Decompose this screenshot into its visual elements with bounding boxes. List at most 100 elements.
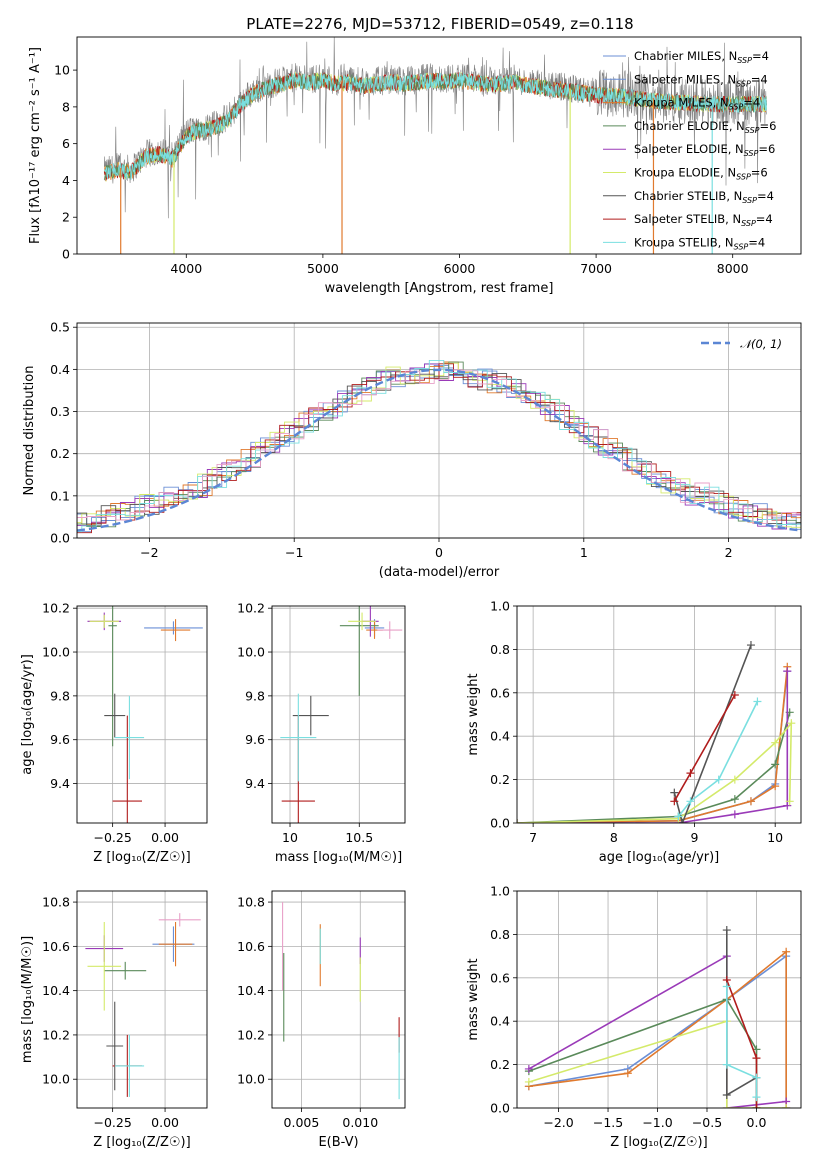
tick-label-y: 2 [62, 210, 70, 225]
tick-label-y: 0.4 [490, 729, 510, 744]
tick-label-x: 7 [529, 830, 537, 845]
tick-label-y: 0.3 [50, 404, 70, 419]
tick-label-x: 0.00 [151, 830, 179, 845]
mass-weight-marker [674, 812, 683, 821]
mass-weight-line [677, 701, 759, 817]
legend-entry-sub: SSP [744, 149, 759, 158]
tick-label-x: −0.25 [93, 830, 131, 845]
panel-massweight-vs-age: 7 8 9 10 0.0 0.2 0.4 0.6 0.8 1.0 age [log₁₀(age/yr… [466, 599, 802, 865]
tick-label-y: 9.4 [245, 776, 265, 791]
legend-entry-text: Chabrier ELODIE, N [634, 119, 745, 133]
plot-area [282, 902, 400, 1100]
x-axis-label: Z [log₁₀(Z/Z☉)] [93, 1135, 190, 1150]
y-axis-label: Normed distribution [22, 366, 37, 496]
tick-label-y: 0.0 [490, 1101, 510, 1116]
tick-label-y: 0.2 [490, 1057, 510, 1072]
axes-frame [76, 36, 802, 255]
mass-weight-marker [730, 775, 739, 784]
panel-age-vs-mass: 10 10.5 9.4 9.6 9.8 10.0 10.2 mass [log₁₀(M/M☉)… [237, 601, 406, 865]
axes-frame [76, 890, 208, 1109]
legend-entry-tail: =6 [751, 166, 768, 180]
legend-entry-text: Kroupa STELIB, N [634, 235, 734, 249]
y-axis-label: mass weight [466, 958, 481, 1040]
plot-area [85, 913, 201, 1097]
mass-weight-line [517, 720, 793, 823]
legend-entry-tail: =4 [748, 235, 765, 249]
mass-weight-line [673, 644, 752, 823]
tick-label-x: 7000 [580, 261, 612, 276]
mass-weight-line [517, 666, 789, 823]
x-axis-label: E(B-V) [318, 1135, 358, 1150]
legend-entry-sub: SSP [736, 79, 751, 88]
legend-entry-text: Salpeter MILES, N [634, 72, 736, 86]
tick-label-y: 0.2 [490, 772, 510, 787]
tick-label-y: 0.8 [490, 927, 510, 942]
plot-area [103, 37, 767, 254]
normal-curve [77, 368, 799, 532]
mass-weight-marker [746, 641, 755, 650]
tick-label-y: 6 [62, 136, 70, 151]
legend-entry-sub: SSP [734, 242, 749, 251]
tick-label-y: 10.6 [42, 939, 70, 954]
residual-histogram [77, 363, 801, 534]
legend-entry: Salpeter MILES, NSSP=4 [634, 72, 768, 88]
legend-entry-sub: SSP [729, 103, 744, 112]
panel-mass-vs-Z: −0.25 0.00 10.0 10.2 10.4 10.6 10.8 Z [log₁₀(Z/… [20, 890, 208, 1150]
tick-label-x: 10.5 [345, 830, 373, 845]
x-axis-label: age [log₁₀(age/yr)] [599, 850, 720, 865]
y-axis-label: age [log₁₀(age/yr)] [20, 654, 35, 775]
tick-label-x: −2 [140, 545, 158, 560]
tick-label-y: 9.6 [50, 732, 70, 747]
tick-label-y: 0.8 [490, 642, 510, 657]
mass-weight-marker [722, 926, 731, 935]
legend-entry-text: Salpeter ELODIE, N [634, 142, 744, 156]
mass-weight-marker [623, 1069, 632, 1078]
mass-weight-marker [678, 819, 687, 823]
mass-weight-marker [722, 982, 731, 991]
mass-weight-marker [783, 801, 792, 810]
tick-label-y: 9.8 [245, 688, 265, 703]
legend-entry-sub: SSP [736, 173, 751, 182]
legend-entry: Chabrier ELODIE, NSSP=6 [634, 119, 776, 135]
tick-label-y: 0.2 [50, 446, 70, 461]
plot-area [524, 926, 791, 1108]
mass-weight-marker [752, 1073, 761, 1082]
mass-weight-marker [714, 775, 723, 784]
legend-entry: Chabrier MILES, NSSP=4 [634, 49, 769, 65]
y-axis-label: Flux [fλ10⁻¹⁷ erg cm⁻² s⁻¹ A⁻¹] [28, 47, 43, 244]
mass-weight-marker [782, 947, 791, 956]
mass-weight-marker [524, 1077, 533, 1086]
panel-spectrum: 4000 5000 6000 7000 8000 0 2 4 6 8 10 wavelength [A… [28, 36, 802, 296]
tick-label-y: 10.8 [42, 895, 70, 910]
mass-weight-line [528, 998, 758, 1108]
model-spectrum [103, 72, 767, 180]
tick-label-x: −0.5 [692, 1115, 722, 1130]
tick-label-y: 0.6 [490, 970, 510, 985]
x-axis-label: (data-model)/error [379, 565, 500, 580]
legend-entry-sub: SSP [737, 56, 752, 65]
mass-weight-marker [686, 769, 695, 778]
mass-weight-marker [771, 782, 780, 791]
mass-weight-marker [670, 797, 679, 806]
tick-label-y: 10 [54, 63, 70, 78]
mass-weight-marker [730, 810, 739, 819]
tick-label-x: −1.0 [642, 1115, 672, 1130]
legend-entry-text: Chabrier MILES, N [634, 49, 737, 63]
tick-label-y: 1.0 [490, 884, 510, 899]
tick-label-y: 0.0 [50, 531, 70, 546]
mass-weight-line [726, 979, 758, 1108]
mass-weight-marker [752, 1054, 761, 1063]
mass-weight-marker [722, 1104, 731, 1108]
tick-label-y: 10.2 [42, 601, 70, 616]
mass-weight-marker [771, 738, 780, 747]
x-axis-label: mass [log₁₀(M/M☉)] [275, 850, 402, 865]
tick-label-x: 6000 [444, 261, 476, 276]
tick-label-y: 0.5 [50, 320, 70, 335]
tick-label-y: 10.8 [237, 895, 265, 910]
legend-entry-text: Chabrier STELIB, N [634, 189, 742, 203]
mass-weight-line [528, 1020, 787, 1108]
tick-label-y: 0.1 [50, 488, 70, 503]
legend-entry-sub: SSP [742, 196, 757, 205]
tick-label-y: 1.0 [490, 599, 510, 614]
